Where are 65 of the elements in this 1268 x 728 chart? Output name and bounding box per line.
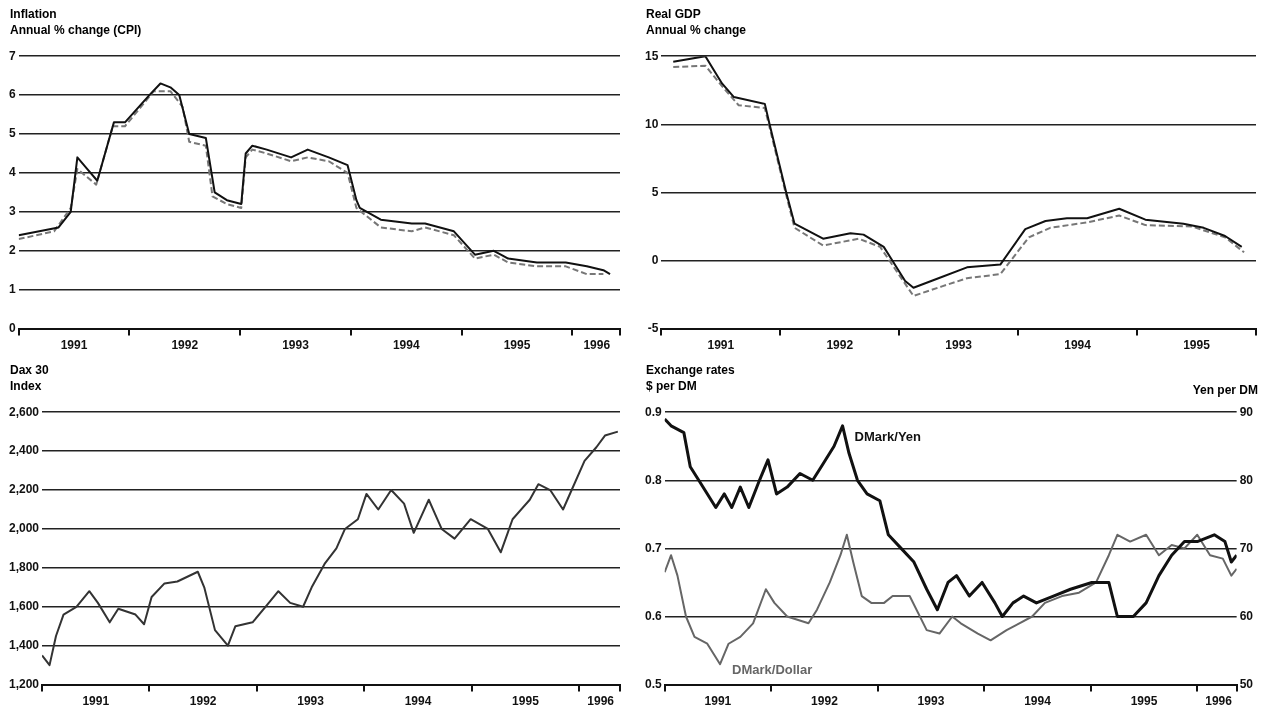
x-tick-label: 1996 (1205, 694, 1233, 709)
x-tick-label: 1991 (704, 694, 732, 709)
x-tick-label: 1993 (945, 338, 973, 353)
y-tick-label: 4 (8, 165, 16, 180)
series-label: DMark/Dollar (732, 661, 813, 677)
y-axis-title: $ per DM (646, 379, 697, 393)
y-tick-label: 0 (651, 252, 659, 267)
y2-tick-label: 50 (1239, 676, 1254, 691)
y-tick-label: 0.5 (644, 676, 662, 691)
y-tick-label: 0.6 (644, 608, 662, 623)
y-tick-label: 0.9 (644, 404, 662, 419)
y-tick-label: 0.7 (644, 540, 662, 555)
y-tick-label: 2,400 (9, 443, 40, 458)
y-tick-label: 1,400 (9, 638, 40, 652)
x-tick-label: 1991 (82, 694, 110, 709)
y-tick-label: 0 (8, 320, 16, 335)
y-tick-label: 10 (644, 116, 659, 131)
chart-title: Inflation (10, 6, 58, 22)
y2-axis-title: Yen per DM (1192, 382, 1258, 398)
x-tick-label: 1994 (404, 694, 432, 709)
x-tick-label: 1995 (1130, 694, 1158, 709)
x-tick-label: 1995 (512, 694, 540, 709)
x-tick-label: 1994 (392, 338, 420, 353)
y-tick-label: 1,800 (9, 560, 40, 575)
chart-title: Dax 30 (10, 362, 50, 378)
y2-tick-label: 80 (1239, 472, 1254, 487)
x-tick-label: 1995 (503, 338, 531, 353)
chart-title: Exchange rates (646, 362, 736, 378)
y-axis-title: Annual % change (646, 22, 747, 38)
x-tick-label: 1996 (583, 338, 611, 353)
y2-tick-label: 90 (1239, 404, 1254, 419)
y2-tick-label: 60 (1239, 608, 1254, 623)
y-tick-label: -5 (647, 320, 659, 335)
x-tick-label: 1995 (1183, 338, 1211, 353)
y-tick-label: 0.8 (644, 472, 662, 487)
y2-tick-label: 70 (1239, 540, 1254, 555)
y-tick-label: 5 (651, 184, 659, 199)
y-tick-label: 2 (8, 243, 16, 258)
x-tick-label: 1993 (297, 694, 325, 709)
x-tick-label: 1994 (1064, 338, 1092, 353)
y-tick-label: 1 (8, 282, 16, 296)
y-tick-label: 2,000 (9, 521, 40, 536)
x-tick-label: 1991 (60, 338, 88, 353)
x-tick-label: 1992 (189, 694, 217, 709)
series-label: DMark/Yen (854, 429, 922, 445)
y-tick-label: 1,200 (9, 676, 40, 691)
y-tick-label: 1,600 (9, 599, 40, 614)
y-axis-title: Annual % change (CPI) (10, 22, 143, 38)
y-tick-label: 2,200 (9, 482, 40, 497)
x-tick-label: 1993 (282, 338, 310, 353)
x-tick-label: 1996 (587, 694, 615, 709)
x-tick-label: 1992 (826, 338, 854, 353)
x-tick-label: 1993 (917, 694, 945, 709)
y-tick-label: 6 (8, 87, 16, 102)
y-tick-label: 3 (8, 204, 16, 219)
x-tick-label: 1991 (707, 338, 735, 353)
y-tick-label: 5 (8, 126, 16, 141)
x-tick-label: 1992 (171, 338, 199, 353)
x-tick-label: 1994 (1024, 694, 1052, 709)
y-axis-title: Index (10, 378, 43, 394)
chart-title: Real GDP (646, 6, 702, 22)
y-tick-label: 15 (644, 48, 659, 63)
y-tick-label: 7 (8, 48, 16, 63)
y-tick-label: 2,600 (9, 404, 40, 419)
x-tick-label: 1992 (811, 694, 839, 709)
